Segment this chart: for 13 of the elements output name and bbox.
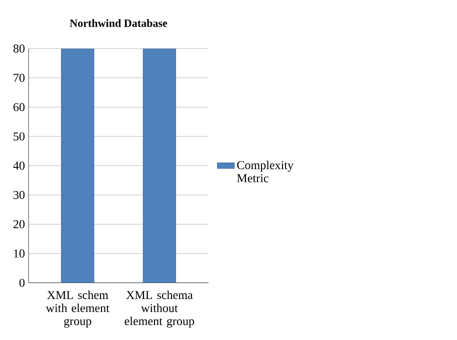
y-tick-label: 10	[14, 249, 25, 258]
y-tick-label: 20	[14, 220, 25, 228]
y-tick-label: 70	[14, 74, 25, 82]
y-tick-label: 0	[19, 278, 25, 287]
chart-title: Northwind Database	[70, 19, 168, 27]
y-tick-label: 50	[14, 132, 25, 140]
y-tick-label: 80	[13, 44, 25, 53]
y-tick-label: 30	[14, 190, 25, 200]
y-tick-label: 40	[13, 162, 25, 170]
x-tick-label: XML schem with element group	[46, 290, 110, 328]
y-tick-label: 60	[13, 103, 25, 112]
x-tick-label: XML schema without element group	[124, 290, 194, 328]
legend-label: Complexity Metric	[237, 160, 294, 182]
